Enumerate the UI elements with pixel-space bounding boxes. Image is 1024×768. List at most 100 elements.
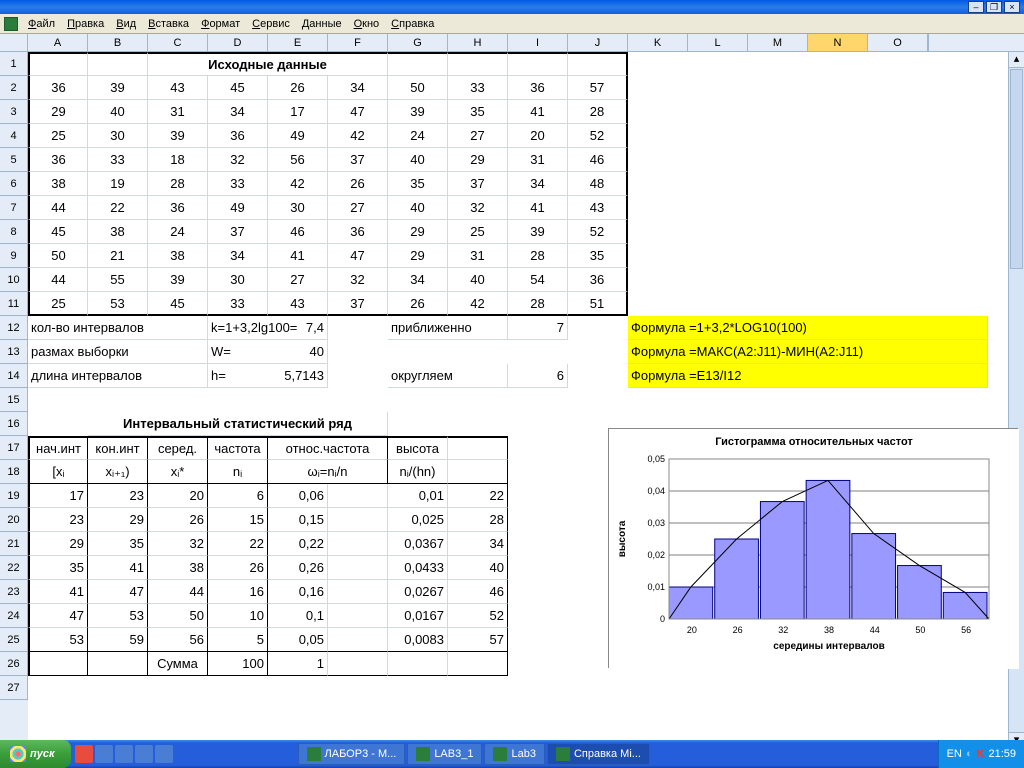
cell-A12[interactable]: кол-во интервалов: [28, 316, 208, 340]
row-header-3[interactable]: 3: [0, 100, 28, 124]
cell-E6[interactable]: 42: [268, 172, 328, 196]
row-header-19[interactable]: 19: [0, 484, 28, 508]
cell-K12[interactable]: Формула =1+3,2*LOG10(100): [628, 316, 988, 340]
cell-A8[interactable]: 45: [28, 220, 88, 244]
cell-H1[interactable]: [448, 52, 508, 76]
cell-A13[interactable]: размах выборки: [28, 340, 208, 364]
ql-skype-icon[interactable]: [75, 745, 93, 763]
cell-C20[interactable]: 26: [148, 508, 208, 532]
cell-G12[interactable]: приближенно: [388, 316, 508, 340]
cell-F23[interactable]: [328, 580, 388, 604]
taskbar-item[interactable]: ЛАБОР3 - M...: [298, 743, 406, 765]
cell-G10[interactable]: 34: [388, 268, 448, 292]
row-header-11[interactable]: 11: [0, 292, 28, 316]
cell-B20[interactable]: 29: [88, 508, 148, 532]
cell-F21[interactable]: [328, 532, 388, 556]
cell-E26[interactable]: 1: [268, 652, 328, 676]
cell-D5[interactable]: 32: [208, 148, 268, 172]
cell-H9[interactable]: 31: [448, 244, 508, 268]
cell-G19[interactable]: 0,01: [388, 484, 448, 508]
cell-B4[interactable]: 30: [88, 124, 148, 148]
cell-E22[interactable]: 0,26: [268, 556, 328, 580]
cell-E21[interactable]: 0,22: [268, 532, 328, 556]
cell-F7[interactable]: 27: [328, 196, 388, 220]
cell-H5[interactable]: 29: [448, 148, 508, 172]
cell-E9[interactable]: 41: [268, 244, 328, 268]
clock[interactable]: 21:59: [988, 748, 1016, 760]
cell-C1[interactable]: Исходные данные: [148, 52, 388, 76]
cell-J4[interactable]: 52: [568, 124, 628, 148]
cell-B1[interactable]: [88, 52, 148, 76]
cell-G17[interactable]: высота: [388, 436, 448, 460]
spreadsheet-cells[interactable]: Исходные данные3639434526345033365729403…: [28, 52, 1008, 748]
cell-E2[interactable]: 26: [268, 76, 328, 100]
cell-K14[interactable]: Формула =E13/I12: [628, 364, 988, 388]
cell-H4[interactable]: 27: [448, 124, 508, 148]
cell-B2[interactable]: 39: [88, 76, 148, 100]
cell-A1[interactable]: [28, 52, 88, 76]
menu-Файл[interactable]: Файл: [22, 16, 61, 32]
scroll-up-button[interactable]: ▴: [1009, 52, 1024, 68]
taskbar-item[interactable]: LAB3_1: [407, 743, 482, 765]
minimize-button[interactable]: –: [968, 1, 984, 13]
cell-A10[interactable]: 44: [28, 268, 88, 292]
cell-I6[interactable]: 34: [508, 172, 568, 196]
cell-D26[interactable]: 100: [208, 652, 268, 676]
cell-E10[interactable]: 27: [268, 268, 328, 292]
cell-G3[interactable]: 39: [388, 100, 448, 124]
cell-C26[interactable]: Сумма: [148, 652, 208, 676]
cell-C25[interactable]: 56: [148, 628, 208, 652]
cell-I2[interactable]: 36: [508, 76, 568, 100]
cell-D19[interactable]: 6: [208, 484, 268, 508]
cell-D6[interactable]: 33: [208, 172, 268, 196]
row-header-1[interactable]: 1: [0, 52, 28, 76]
cell-K13[interactable]: Формула =МАКС(A2:J11)-МИН(A2:J11): [628, 340, 988, 364]
cell-I4[interactable]: 20: [508, 124, 568, 148]
cell-E11[interactable]: 43: [268, 292, 328, 316]
cell-C18[interactable]: xᵢ*: [148, 460, 208, 484]
row-header-8[interactable]: 8: [0, 220, 28, 244]
cell-J1[interactable]: [568, 52, 628, 76]
menu-Справка[interactable]: Справка: [385, 16, 440, 32]
cell-G1[interactable]: [388, 52, 448, 76]
row-header-7[interactable]: 7: [0, 196, 28, 220]
cell-B9[interactable]: 21: [88, 244, 148, 268]
col-header-O[interactable]: O: [868, 34, 928, 51]
cell-I5[interactable]: 31: [508, 148, 568, 172]
row-header-26[interactable]: 26: [0, 652, 28, 676]
col-header-D[interactable]: D: [208, 34, 268, 51]
cell-G4[interactable]: 24: [388, 124, 448, 148]
cell-D23[interactable]: 16: [208, 580, 268, 604]
cell-B25[interactable]: 59: [88, 628, 148, 652]
cell-J7[interactable]: 43: [568, 196, 628, 220]
cell-F8[interactable]: 36: [328, 220, 388, 244]
cell-C22[interactable]: 38: [148, 556, 208, 580]
cell-B18[interactable]: xᵢ₊₁): [88, 460, 148, 484]
cell-F4[interactable]: 42: [328, 124, 388, 148]
col-header-C[interactable]: C: [148, 34, 208, 51]
cell-E14[interactable]: 5,7143: [268, 364, 328, 388]
row-header-22[interactable]: 22: [0, 556, 28, 580]
select-all-corner[interactable]: [0, 34, 28, 51]
cell-E24[interactable]: 0,1: [268, 604, 328, 628]
col-header-N[interactable]: N: [808, 34, 868, 51]
cell-I12[interactable]: 7: [508, 316, 568, 340]
cell-I1[interactable]: [508, 52, 568, 76]
cell-D4[interactable]: 36: [208, 124, 268, 148]
ql-app-icon[interactable]: [95, 745, 113, 763]
cell-H20[interactable]: 28: [448, 508, 508, 532]
cell-B21[interactable]: 35: [88, 532, 148, 556]
col-header-I[interactable]: I: [508, 34, 568, 51]
cell-C7[interactable]: 36: [148, 196, 208, 220]
cell-J11[interactable]: 51: [568, 292, 628, 316]
cell-A23[interactable]: 41: [28, 580, 88, 604]
cell-A25[interactable]: 53: [28, 628, 88, 652]
cell-C6[interactable]: 28: [148, 172, 208, 196]
ql-browser-icon[interactable]: [115, 745, 133, 763]
cell-C11[interactable]: 45: [148, 292, 208, 316]
cell-B5[interactable]: 33: [88, 148, 148, 172]
cell-F9[interactable]: 47: [328, 244, 388, 268]
row-header-4[interactable]: 4: [0, 124, 28, 148]
cell-F24[interactable]: [328, 604, 388, 628]
cell-C24[interactable]: 50: [148, 604, 208, 628]
